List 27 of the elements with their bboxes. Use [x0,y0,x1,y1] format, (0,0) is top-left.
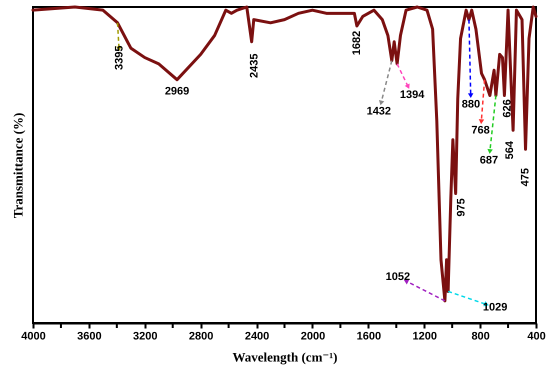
annotation: 2435 [248,54,261,78]
x-tick-label: 800 [471,330,490,342]
x-tick-label: 2000 [300,330,326,342]
x-tick-label: 4000 [21,330,46,342]
annotation: 564 [504,140,516,160]
annotation: 880 [462,98,480,111]
annotation: 1682 [350,30,363,56]
x-tick-label: 2800 [188,330,214,342]
x-axis-title: Wavelength (cm⁻¹) [232,350,338,364]
annotation: 768 [471,124,490,137]
x-tick-label: 1200 [412,330,437,342]
x-tick-label: 1600 [356,330,382,342]
annotation: 626 [501,99,514,118]
annotation: 1052 [386,270,410,283]
x-tick-label: 400 [527,330,546,342]
annotation: 1432 [366,106,392,118]
x-tick-label: 2400 [244,330,270,342]
annotation: 1394 [400,88,426,101]
y-axis-title: Transmittance (%) [10,112,26,218]
annotation: 2969 [164,86,190,98]
annotation: 975 [456,198,468,217]
annotation: 3395 [114,46,126,70]
x-tick-label: 3600 [77,330,102,342]
x-tick-label: 3200 [133,330,158,342]
annotation: 475 [520,168,532,186]
annotation: 1029 [482,301,508,314]
annotation: 687 [480,154,498,166]
